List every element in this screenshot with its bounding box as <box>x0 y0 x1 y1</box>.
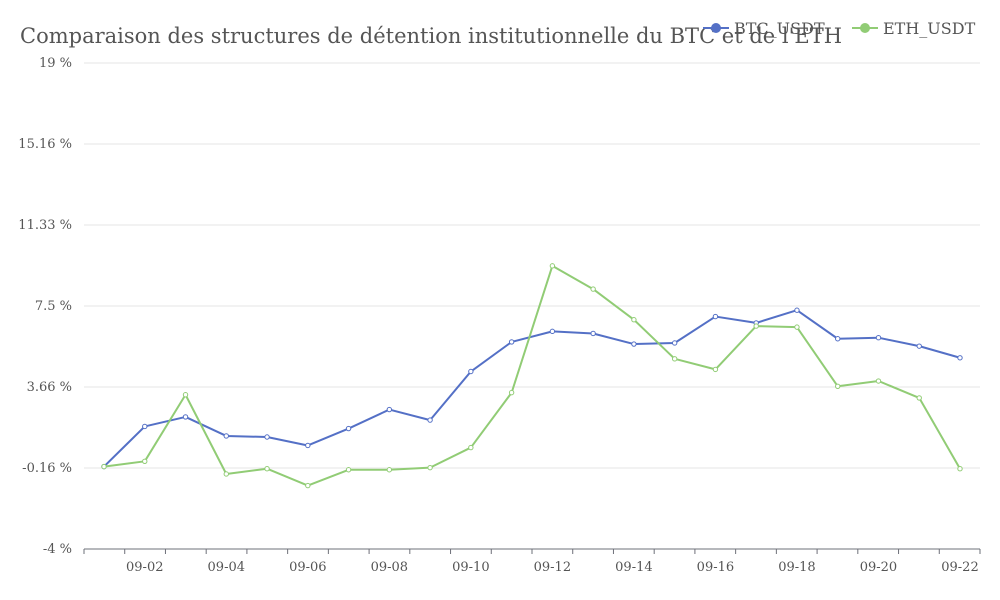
data-point[interactable] <box>794 324 800 330</box>
x-tick-label: 09-10 <box>452 560 489 575</box>
data-point[interactable] <box>427 417 433 423</box>
x-tick-label: 09-12 <box>534 560 571 575</box>
data-point[interactable] <box>875 378 882 384</box>
x-tick-label: 09-18 <box>778 560 815 575</box>
data-point[interactable] <box>386 467 393 473</box>
legend[interactable]: BTC_USDT ETH_USDT <box>703 19 976 38</box>
data-point[interactable] <box>345 467 352 473</box>
data-point[interactable] <box>753 323 759 329</box>
data-point[interactable] <box>712 366 719 373</box>
data-point[interactable] <box>508 389 515 396</box>
legend-dot-icon <box>711 23 721 33</box>
data-point[interactable] <box>671 340 678 346</box>
data-point[interactable] <box>305 482 311 489</box>
legend-item-eth-usdt[interactable]: ETH_USDT <box>852 19 976 38</box>
y-tick-label: 7.5 % <box>35 299 72 314</box>
data-point[interactable] <box>835 383 841 389</box>
legend-dot-icon <box>860 23 870 33</box>
x-tick-label: 09-22 <box>941 560 978 575</box>
data-point[interactable] <box>182 392 189 398</box>
legend-item-btc-usdt[interactable]: BTC_USDT <box>703 19 825 38</box>
data-point[interactable] <box>590 330 596 337</box>
y-tick-label: 15.16 % <box>18 137 72 152</box>
data-point[interactable] <box>386 406 393 413</box>
x-tick-label: 09-14 <box>615 560 652 575</box>
data-point[interactable] <box>916 343 922 349</box>
data-point[interactable] <box>182 414 189 420</box>
y-tick-label: 11.33 % <box>18 218 72 233</box>
data-point[interactable] <box>223 433 229 439</box>
y-tick-label: 3.66 % <box>27 380 72 395</box>
data-point[interactable] <box>345 425 352 432</box>
data-point[interactable] <box>468 444 474 451</box>
data-point[interactable] <box>875 334 882 341</box>
data-point[interactable] <box>671 356 678 362</box>
y-tick-label: -0.16 % <box>22 461 72 476</box>
data-point[interactable] <box>549 263 556 269</box>
data-point[interactable] <box>101 463 107 470</box>
data-point[interactable] <box>916 395 922 401</box>
data-point[interactable] <box>631 341 637 347</box>
y-axis-labels: -4 % -0.16 % 3.66 % 7.5 % 11.33 % 15.16 % 19 % <box>18 56 72 557</box>
legend-label: ETH_USDT <box>883 19 976 38</box>
data-point[interactable] <box>142 458 148 465</box>
x-tick-label: 09-16 <box>697 560 734 575</box>
x-tick-label: 09-06 <box>289 560 326 575</box>
data-point[interactable] <box>305 442 311 449</box>
data-point[interactable] <box>631 317 637 323</box>
series-eth-usdt <box>101 263 963 489</box>
series-btc-usdt <box>101 307 963 470</box>
data-point[interactable] <box>957 355 963 361</box>
series-lines <box>101 263 963 489</box>
data-point[interactable] <box>712 313 719 320</box>
data-point[interactable] <box>427 464 433 471</box>
x-tick-label: 09-02 <box>126 560 163 575</box>
y-tick-label: -4 % <box>43 542 72 557</box>
series-line <box>103 309 961 468</box>
grid-lines <box>84 62 980 469</box>
x-tick-label: 09-08 <box>371 560 408 575</box>
data-point[interactable] <box>264 434 270 440</box>
x-tick-label: 09-04 <box>208 560 245 575</box>
series-line <box>103 264 961 487</box>
data-point[interactable] <box>957 466 963 472</box>
data-point[interactable] <box>590 286 596 292</box>
x-axis <box>83 548 981 554</box>
y-tick-label: 19 % <box>39 56 72 71</box>
data-point[interactable] <box>835 336 841 342</box>
data-point[interactable] <box>264 466 270 472</box>
data-point[interactable] <box>508 339 515 345</box>
data-point[interactable] <box>223 471 229 477</box>
data-point[interactable] <box>468 368 474 375</box>
data-point[interactable] <box>549 328 556 335</box>
x-tick-label: 09-20 <box>860 560 897 575</box>
legend-label: BTC_USDT <box>734 19 825 38</box>
x-axis-labels: 09-02 09-04 09-06 09-08 09-10 09-12 09-14 09-16… <box>126 560 979 575</box>
data-point[interactable] <box>142 423 148 430</box>
data-point[interactable] <box>794 307 800 313</box>
